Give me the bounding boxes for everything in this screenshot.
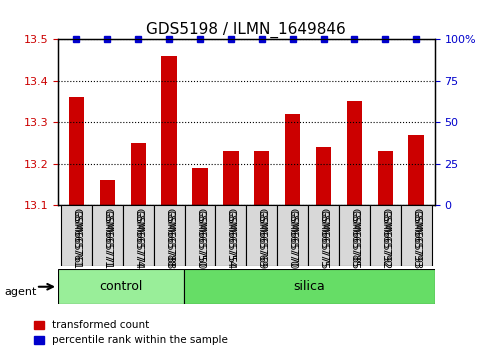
Bar <box>192 168 208 205</box>
Title: GDS5198 / ILMN_1649846: GDS5198 / ILMN_1649846 <box>146 21 346 38</box>
FancyBboxPatch shape <box>154 205 185 266</box>
Text: GSM665754: GSM665754 <box>226 208 236 268</box>
Text: GSM665788: GSM665788 <box>164 208 174 268</box>
Text: GSM665761: GSM665761 <box>71 208 82 268</box>
Text: GSM665769: GSM665769 <box>257 208 267 268</box>
Bar <box>69 97 84 205</box>
Text: GSM665792: GSM665792 <box>380 210 390 269</box>
Text: GSM665774: GSM665774 <box>133 210 143 269</box>
FancyBboxPatch shape <box>215 205 246 266</box>
Text: GSM665771: GSM665771 <box>102 208 113 268</box>
Text: GSM665785: GSM665785 <box>349 210 359 269</box>
Text: silica: silica <box>293 280 325 293</box>
Text: control: control <box>99 280 142 293</box>
Text: GSM665761: GSM665761 <box>71 210 82 269</box>
Legend: transformed count, percentile rank within the sample: transformed count, percentile rank withi… <box>29 316 232 349</box>
Bar <box>316 147 331 205</box>
FancyBboxPatch shape <box>185 205 215 266</box>
Text: GSM665785: GSM665785 <box>349 208 359 268</box>
Bar <box>285 114 300 205</box>
Bar <box>99 180 115 205</box>
FancyBboxPatch shape <box>61 205 92 266</box>
Bar <box>161 56 177 205</box>
Text: GSM665793: GSM665793 <box>411 208 421 268</box>
Text: GSM665771: GSM665771 <box>102 210 113 269</box>
FancyBboxPatch shape <box>401 205 432 266</box>
Text: agent: agent <box>5 287 37 297</box>
Text: GSM665770: GSM665770 <box>288 208 298 268</box>
Bar <box>378 151 393 205</box>
FancyBboxPatch shape <box>92 205 123 266</box>
FancyBboxPatch shape <box>308 205 339 266</box>
Bar <box>409 135 424 205</box>
Text: GSM665793: GSM665793 <box>411 210 421 269</box>
Text: GSM665774: GSM665774 <box>133 208 143 268</box>
Bar <box>223 151 239 205</box>
FancyBboxPatch shape <box>370 205 401 266</box>
FancyBboxPatch shape <box>58 269 184 304</box>
Text: GSM665750: GSM665750 <box>195 208 205 268</box>
Text: GSM665792: GSM665792 <box>380 208 390 268</box>
FancyBboxPatch shape <box>123 205 154 266</box>
Text: GSM665775: GSM665775 <box>318 208 328 268</box>
Bar <box>130 143 146 205</box>
Bar <box>254 151 270 205</box>
Text: GSM665775: GSM665775 <box>318 210 328 269</box>
FancyBboxPatch shape <box>246 205 277 266</box>
FancyBboxPatch shape <box>339 205 370 266</box>
Text: GSM665788: GSM665788 <box>164 210 174 269</box>
Bar <box>347 101 362 205</box>
Text: GSM665769: GSM665769 <box>257 210 267 269</box>
Text: GSM665754: GSM665754 <box>226 210 236 269</box>
Text: GSM665750: GSM665750 <box>195 210 205 269</box>
Text: GSM665770: GSM665770 <box>288 210 298 269</box>
FancyBboxPatch shape <box>277 205 308 266</box>
FancyBboxPatch shape <box>184 269 435 304</box>
